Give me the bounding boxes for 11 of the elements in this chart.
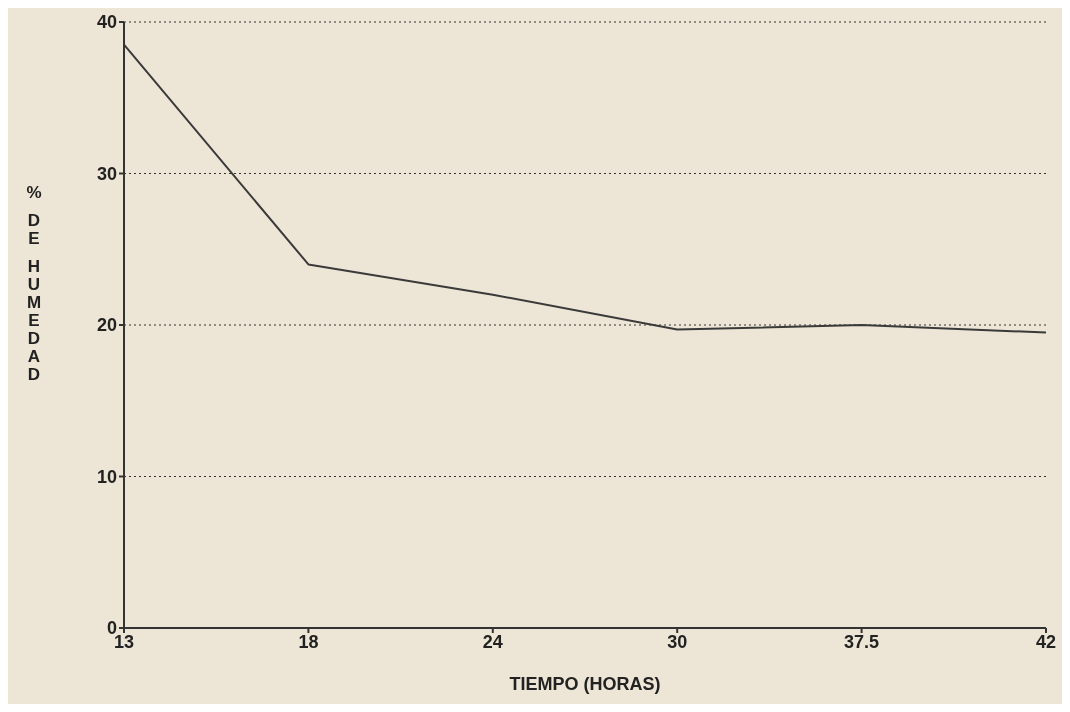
text: % DE HUMEDAD: [26, 183, 42, 384]
x-tick-label: 24: [482, 631, 503, 652]
y-tick-label: 20: [96, 315, 117, 336]
y-tick-label: 10: [96, 466, 117, 487]
y-tick-label: 30: [96, 163, 117, 184]
x-axis-title: TIEMPO (HORAS): [509, 674, 661, 694]
y-tick-label: 40: [96, 12, 117, 33]
x-tick-label: 42: [1035, 631, 1057, 652]
x-tick-label: 18: [298, 631, 319, 652]
x-tick-label: 30: [667, 631, 688, 652]
x-tick-label: 37.5: [844, 631, 880, 652]
